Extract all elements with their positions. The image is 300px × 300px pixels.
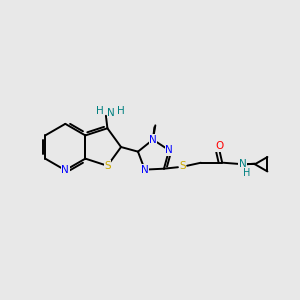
Text: N: N	[149, 135, 157, 145]
Text: N: N	[165, 145, 173, 155]
Text: N: N	[238, 159, 246, 169]
Text: H: H	[96, 106, 104, 116]
Text: O: O	[216, 141, 224, 152]
Text: N: N	[107, 108, 115, 118]
Text: H: H	[243, 168, 250, 178]
Text: N: N	[141, 165, 148, 175]
Text: S: S	[104, 161, 111, 171]
Text: N: N	[61, 165, 69, 175]
Text: S: S	[179, 161, 186, 171]
Text: H: H	[117, 106, 125, 116]
